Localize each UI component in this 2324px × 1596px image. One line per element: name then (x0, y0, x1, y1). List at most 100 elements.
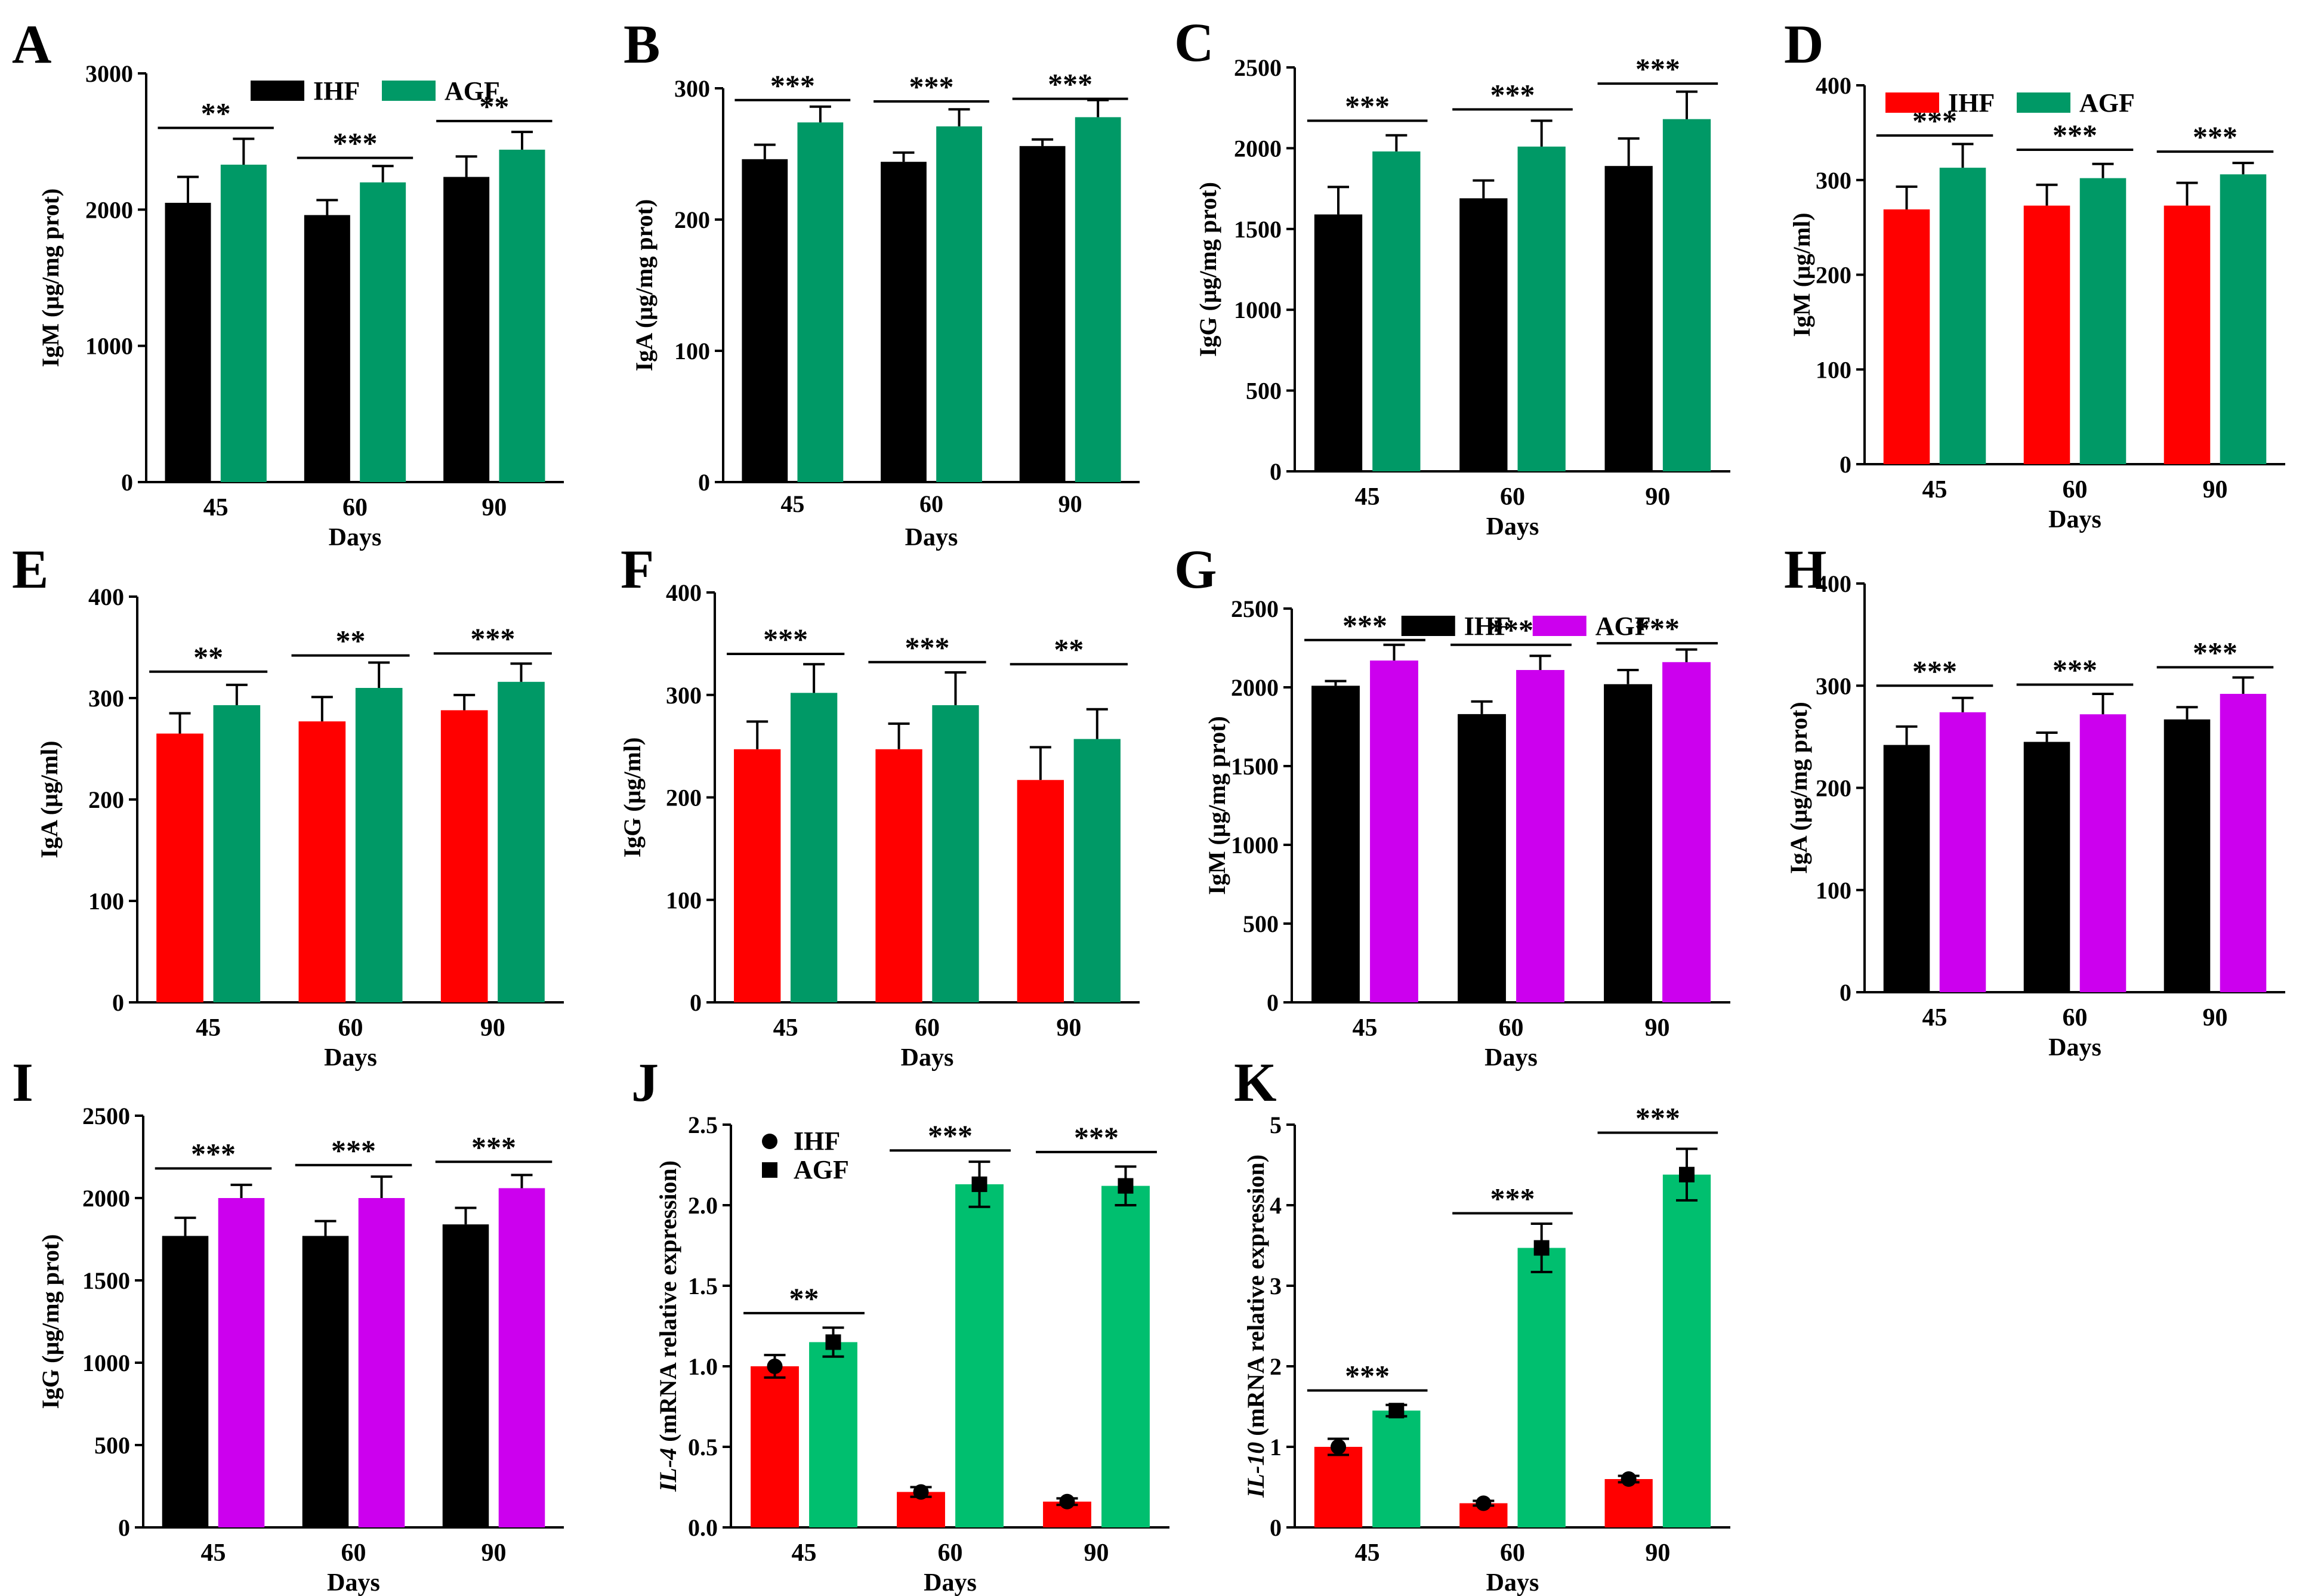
x-tick-label: 90 (1058, 490, 1082, 517)
significance-stars: *** (1074, 1120, 1119, 1154)
x-axis-label: Days (329, 524, 382, 551)
y-tick-label: 100 (1816, 877, 1851, 904)
x-axis-label: Days (2048, 1034, 2101, 1061)
y-axis-label: IgA (μg/mg prot) (1785, 702, 1812, 874)
legend-swatch (1532, 616, 1587, 636)
x-tick-label: 45 (201, 1539, 226, 1567)
bar-ihf-45 (742, 159, 788, 482)
legend-swatch (251, 81, 304, 101)
significance-stars: *** (1635, 612, 1680, 645)
panel-e: E 0 100 200 300 400 IgA (μg/ml) 45 ** 60 ** 90 *** Da… (12, 539, 564, 1072)
bar-agf-45 (213, 705, 261, 1002)
legend-label: IHF (313, 76, 360, 106)
bar-agf-60 (360, 182, 406, 482)
y-tick-label: 1000 (1231, 832, 1279, 859)
y-tick-label: 3 (1270, 1273, 1282, 1299)
y-tick-label: 2500 (82, 1103, 130, 1129)
bar-agf-45 (1372, 1410, 1421, 1527)
x-tick-label: 90 (1084, 1539, 1109, 1567)
y-tick-label: 500 (1243, 910, 1279, 937)
y-tick-label: 2500 (1231, 595, 1279, 622)
y-axis-label-unit: (mRNA relative expression) (1242, 1154, 1269, 1442)
mean-marker-square (825, 1334, 841, 1350)
bar-agf-45 (220, 164, 267, 482)
bar-ihf-60 (298, 721, 346, 1002)
x-axis-label: Days (324, 1044, 377, 1072)
y-tick-label: 500 (94, 1432, 130, 1459)
y-tick-label: 0 (118, 1514, 130, 1541)
x-tick-label: 45 (1922, 1004, 1948, 1032)
y-tick-label: 0 (698, 469, 710, 496)
bar-agf-60 (955, 1184, 1004, 1527)
bar-agf-90 (498, 681, 545, 1002)
x-tick-label: 60 (2063, 1004, 2088, 1032)
panel-letter: K (1234, 1052, 1277, 1113)
mean-marker-circle (767, 1359, 783, 1374)
y-tick-label: 200 (1816, 262, 1851, 289)
legend-label: AGF (445, 76, 500, 106)
x-tick-label: 60 (919, 490, 943, 517)
y-axis-label: IgG (μg/mg prot) (1195, 182, 1221, 357)
panel-g: G 0 500 1000 1500 2000 2500 IgM (μg/mg prot) 45 *… (1174, 539, 1730, 1072)
mean-marker-square (1118, 1178, 1134, 1194)
x-tick-label: 90 (1645, 1539, 1670, 1567)
bar-ihf-90 (1604, 684, 1652, 1002)
panel-letter: C (1174, 12, 1214, 73)
y-tick-label: 100 (674, 338, 710, 365)
y-tick-label: 2000 (1234, 135, 1282, 162)
bar-ihf-45 (165, 202, 211, 482)
panel-letter: J (631, 1052, 659, 1113)
mean-marker-square (971, 1176, 987, 1192)
bar-agf-60 (1516, 669, 1564, 1002)
y-tick-label: 0 (1270, 1514, 1282, 1541)
significance-stars: *** (1345, 1359, 1390, 1393)
x-tick-label: 60 (1500, 1539, 1525, 1567)
bar-agf-90 (1662, 662, 1711, 1002)
y-tick-label: 300 (1816, 672, 1851, 699)
significance-stars: *** (909, 70, 954, 103)
y-tick-label: 1500 (1231, 753, 1279, 780)
significance-stars: *** (470, 622, 515, 655)
y-tick-label: 1500 (1234, 216, 1282, 243)
panel-letter: B (624, 14, 660, 75)
x-axis-label: Days (2048, 506, 2101, 533)
x-tick-label: 60 (938, 1539, 963, 1567)
significance-stars: ** (479, 89, 509, 123)
y-tick-label: 1500 (82, 1267, 130, 1294)
y-tick-label: 0 (1270, 458, 1282, 485)
y-tick-label: 300 (88, 685, 124, 712)
legend-swatch (1885, 92, 1939, 113)
legend-marker-circle (762, 1134, 777, 1149)
bar-agf-45 (1370, 660, 1418, 1002)
x-tick-label: 45 (792, 1539, 817, 1567)
legend-swatch (382, 81, 436, 101)
significance-stars: ** (789, 1282, 819, 1315)
bar-ihf-90 (442, 1224, 489, 1527)
mean-marker-circle (1621, 1471, 1637, 1487)
y-tick-label: 1.0 (688, 1353, 718, 1380)
y-tick-label: 200 (88, 786, 124, 813)
x-tick-label: 45 (1355, 483, 1380, 511)
y-tick-label: 0.0 (688, 1514, 718, 1541)
x-tick-label: 45 (1922, 476, 1948, 504)
y-tick-label: 400 (666, 579, 702, 606)
significance-stars: *** (1635, 1101, 1680, 1135)
x-axis-label: Days (1484, 1044, 1538, 1072)
bar-agf-90 (499, 149, 545, 482)
x-axis-label: Days (905, 524, 958, 551)
bar-ihf-90 (2163, 719, 2211, 992)
y-tick-label: 400 (1816, 570, 1851, 597)
bar-ihf-60 (1458, 714, 1506, 1002)
x-tick-label: 60 (341, 1539, 366, 1567)
panel-letter: H (1784, 539, 1827, 600)
y-tick-label: 0 (1267, 989, 1279, 1016)
x-tick-label: 45 (1355, 1539, 1380, 1567)
bar-ihf-45 (1883, 209, 1930, 464)
panel-letter: I (12, 1052, 33, 1113)
bar-ihf-90 (443, 177, 490, 482)
bar-agf-60 (2079, 714, 2127, 992)
x-axis-label: Days (901, 1044, 954, 1072)
y-tick-label: 500 (1246, 378, 1282, 405)
y-tick-label: 2000 (82, 1185, 130, 1212)
significance-stars: *** (1635, 52, 1680, 85)
